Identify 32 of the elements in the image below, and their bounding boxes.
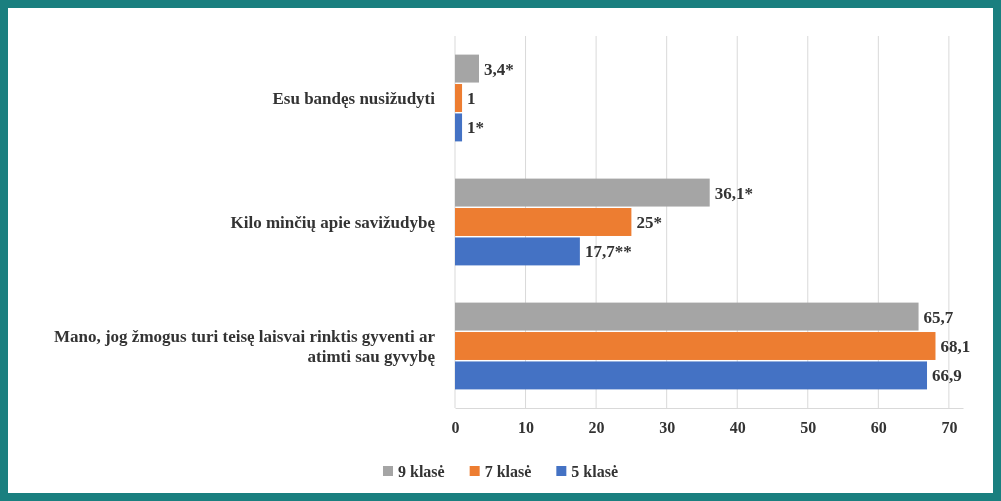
bar (455, 84, 463, 112)
bar (455, 54, 479, 83)
x-tick-label: 0 (451, 419, 460, 437)
legend-label: 5 klasė (571, 462, 619, 480)
x-tick-label: 60 (870, 419, 887, 437)
x-tick-label: 50 (800, 419, 817, 437)
legend-label: 7 klasė (484, 462, 532, 480)
x-tick-label: 70 (941, 419, 958, 437)
bar (455, 332, 936, 360)
bar (455, 237, 580, 266)
bar (455, 178, 710, 207)
data-label: 36,1* (714, 183, 753, 203)
data-label: 17,7** (584, 242, 632, 262)
x-tick-label: 20 (588, 419, 605, 437)
data-label: 68,1 (940, 336, 971, 356)
data-label: 65,7 (923, 307, 954, 327)
legend-label: 9 klasė (397, 462, 445, 480)
x-tick-label: 10 (518, 419, 535, 437)
data-label: 66,9 (932, 366, 962, 386)
y-tick-label: Mano, jog žmogus turi teisę laisvai rinktis gyventi ar atimti sau gyvybę (53, 326, 436, 366)
data-label: 3,4* (483, 59, 514, 79)
bar (455, 208, 632, 236)
data-label: 25* (636, 212, 662, 232)
data-label: 1 (467, 88, 476, 108)
y-tick-label: Esu bandęs nusižudyti (272, 88, 436, 108)
y-tick-label: Kilo minčių apie savižudybę (230, 212, 436, 232)
data-label: 1* (467, 118, 485, 138)
bar (455, 302, 919, 331)
bar (455, 361, 928, 390)
x-tick-label: 30 (659, 419, 676, 437)
bar (455, 113, 463, 142)
x-tick-label: 40 (729, 419, 746, 437)
